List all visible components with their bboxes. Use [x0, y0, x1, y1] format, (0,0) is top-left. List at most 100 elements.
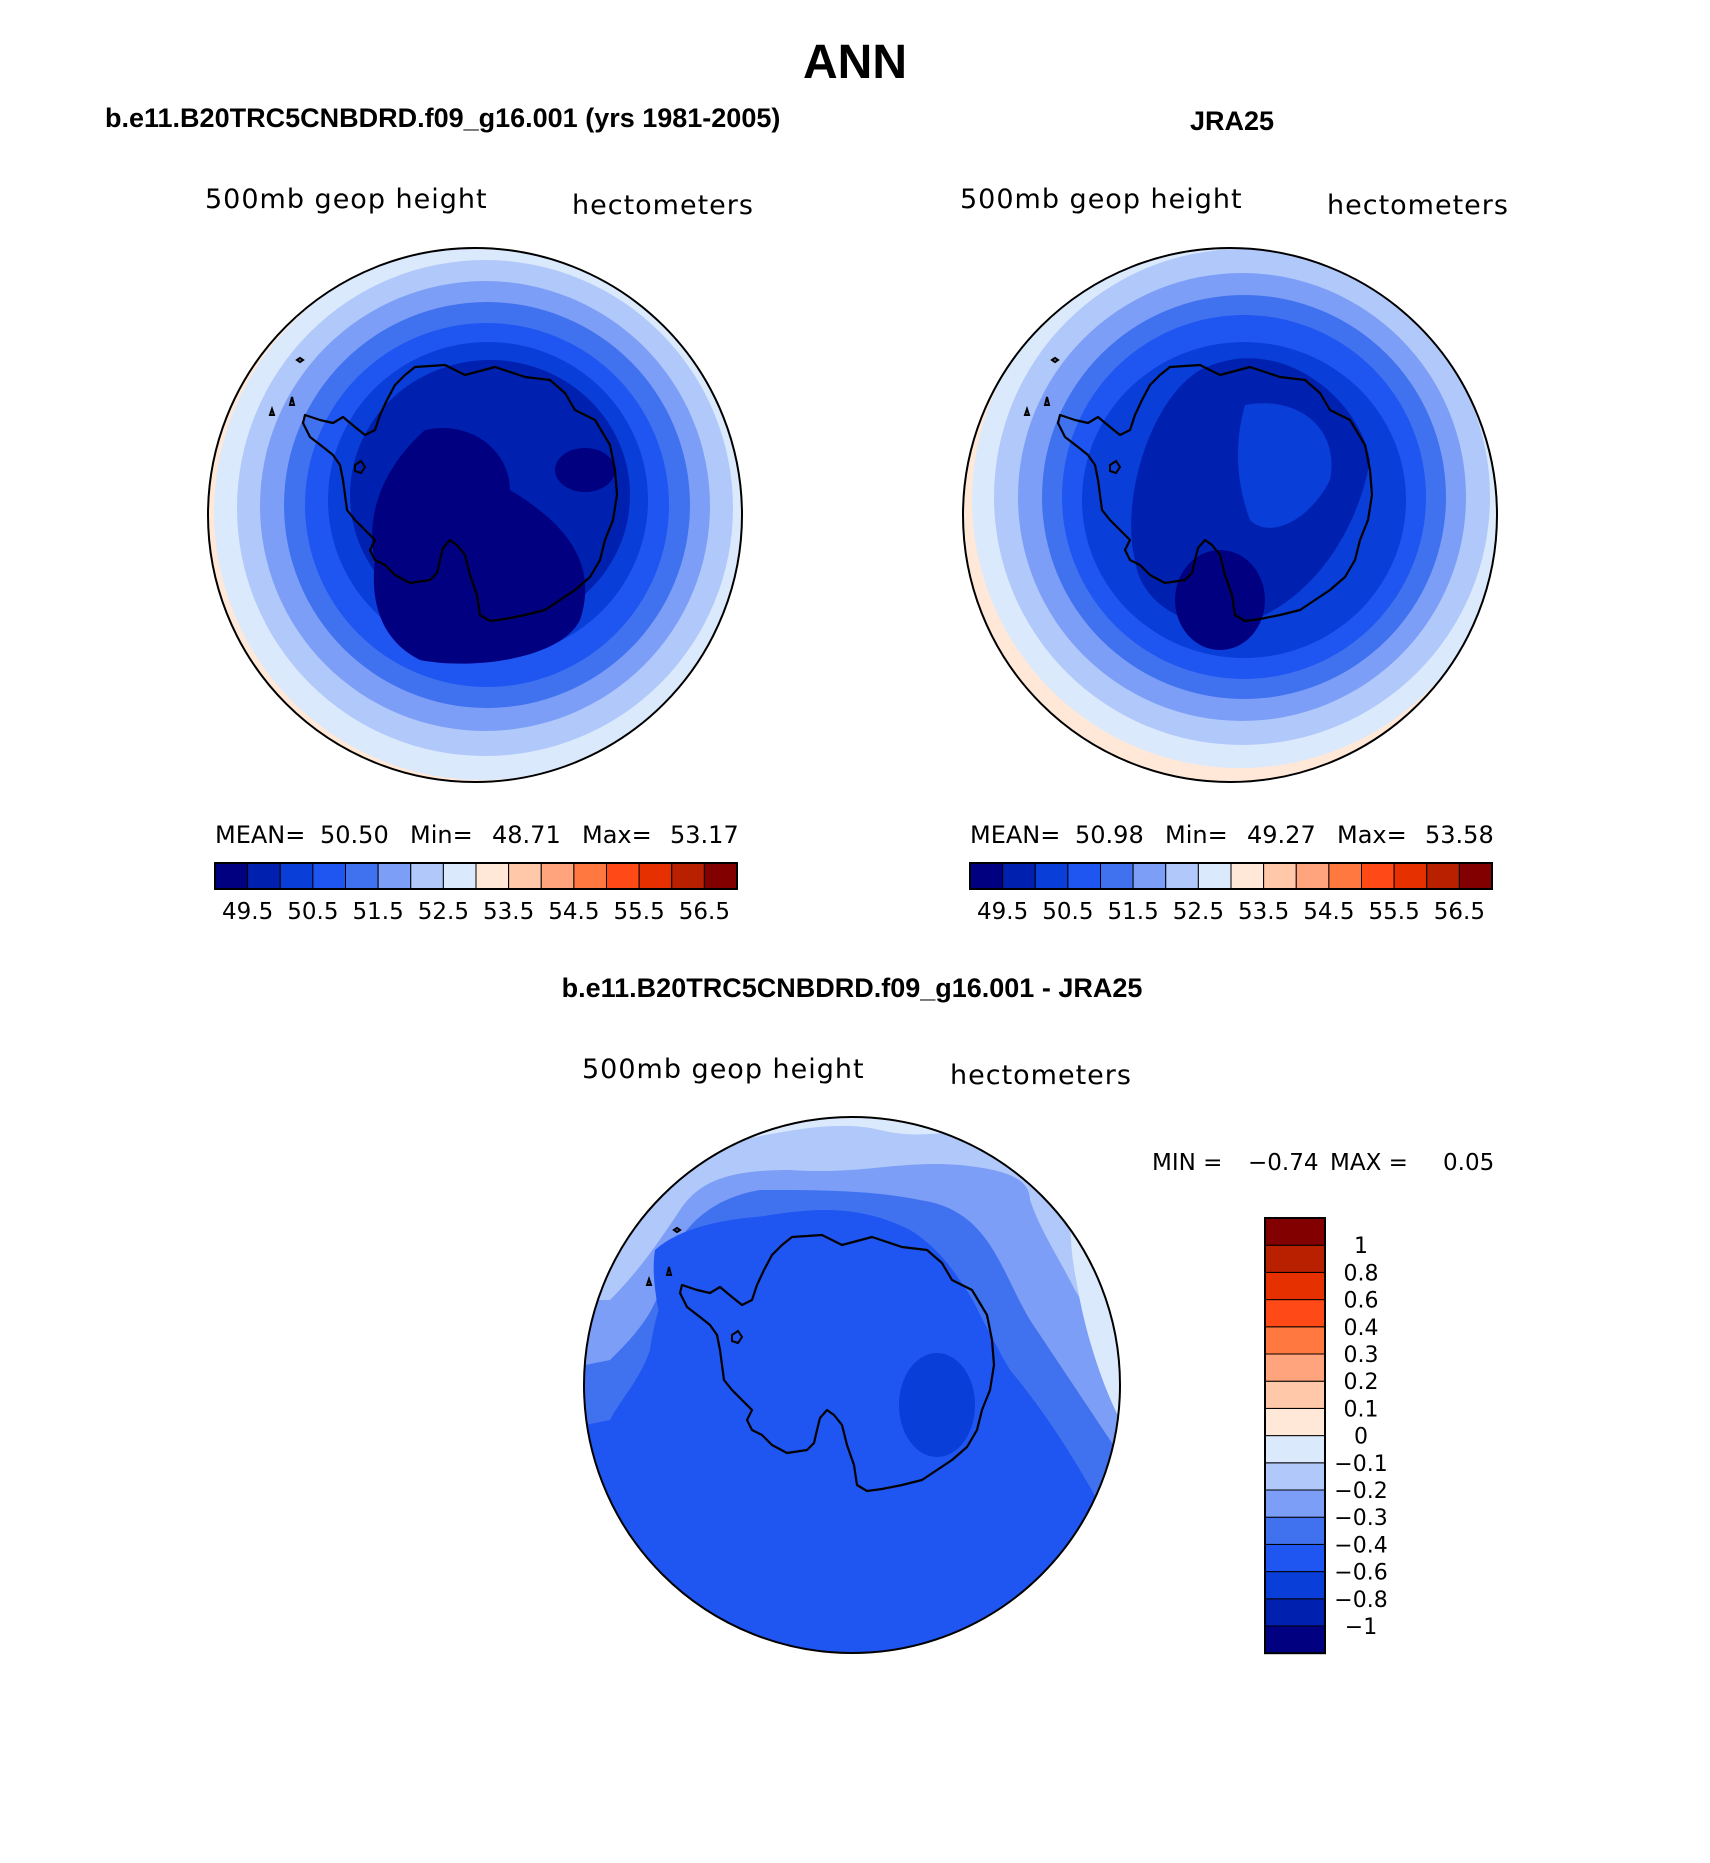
panel-observation: JRA25 500mb geop height hectometers MEAN…: [960, 106, 1509, 925]
colorbar-difference-tick-label: −0.8: [1334, 1588, 1387, 1613]
svg-text:MEAN=: MEAN=: [970, 821, 1060, 849]
colorbar-difference-tick-label: −0.3: [1334, 1506, 1387, 1531]
panel-difference-units: hectometers: [950, 1060, 1132, 1091]
colorbar-model-swatch: [312, 862, 346, 890]
panel-difference-field-label: 500mb geop height: [582, 1054, 865, 1085]
polar-map-observation: [963, 248, 1497, 782]
svg-text:49.27: 49.27: [1247, 821, 1316, 849]
colorbar-observation-tick-label: 56.5: [1434, 899, 1485, 925]
colorbar-difference-tick-label: 1: [1354, 1234, 1368, 1259]
colorbar-observation-tick-label: 53.5: [1238, 899, 1289, 925]
colorbar-observation-swatch: [1361, 862, 1395, 890]
colorbar-model-swatch: [214, 862, 249, 890]
colorbar-model-frame: [214, 862, 738, 890]
polar-map-difference-border: [583, 1116, 1121, 1654]
svg-text:MEAN=: MEAN=: [215, 821, 305, 849]
colorbar-observation-swatch: [1132, 862, 1167, 890]
colorbar-model-swatch: [377, 862, 412, 890]
colorbar-model-swatch: [475, 862, 510, 890]
colorbar-model-swatch: [442, 862, 477, 890]
colorbar-observation-swatch: [1067, 862, 1101, 890]
colorbar-difference: −1−0.8−0.6−0.4−0.3−0.2−0.100.10.20.30.40…: [1264, 1217, 1388, 1655]
colorbar-difference-tick-label: 0.3: [1344, 1343, 1379, 1368]
colorbar-model-swatch: [671, 862, 705, 890]
svg-text:0.05: 0.05: [1443, 1150, 1494, 1176]
panel-observation-header: JRA25: [1190, 106, 1274, 136]
colorbar-observation-swatch: [1458, 862, 1493, 890]
colorbar-observation-swatch: [969, 862, 1004, 890]
svg-text:Min=: Min=: [1165, 821, 1228, 849]
colorbar-model-swatch: [508, 862, 542, 890]
polar-map-observation-border: [962, 247, 1498, 783]
colorbar-difference-swatch: [1264, 1435, 1326, 1464]
svg-text:Max=: Max=: [582, 821, 652, 849]
colorbar-model-tick-label: 56.5: [679, 899, 730, 925]
colorbar-difference-tick-label: 0.4: [1344, 1316, 1379, 1341]
colorbar-observation-swatch: [1426, 862, 1460, 890]
colorbar-difference-frame: [1264, 1217, 1326, 1655]
colorbar-difference-swatch: [1264, 1353, 1326, 1382]
svg-text:50.98: 50.98: [1075, 821, 1144, 849]
panel-difference-header: b.e11.B20TRC5CNBDRD.f09_g16.001 - JRA25: [562, 973, 1143, 1003]
colorbar-difference-tick-label: 0.2: [1344, 1370, 1379, 1395]
colorbar-difference-tick-label: −0.4: [1334, 1533, 1387, 1558]
colorbar-model-swatch: [573, 862, 607, 890]
colorbar-difference-swatch: [1264, 1543, 1326, 1573]
colorbar-model-swatch: [703, 862, 738, 890]
panel-observation-units: hectometers: [1327, 190, 1509, 221]
svg-text:48.71: 48.71: [492, 821, 561, 849]
colorbar-model-swatch: [247, 862, 281, 890]
polar-map-model-border: [207, 247, 743, 783]
colorbar-observation-swatch: [1165, 862, 1199, 890]
colorbar-model-swatch: [606, 862, 640, 890]
colorbar-difference-swatch: [1264, 1244, 1326, 1273]
colorbar-model-tick-label: 49.5: [222, 899, 273, 925]
colorbar-model-swatch: [638, 862, 673, 890]
panel-observation-field-label: 500mb geop height: [960, 184, 1243, 215]
figure-title: ANN: [803, 36, 907, 89]
colorbar-difference-tick-label: −0.2: [1334, 1479, 1387, 1504]
colorbar-difference-swatch: [1264, 1516, 1326, 1545]
colorbar-observation: 49.5 50.5 51.5 52.5 53.5 54.5 55.5 56.5: [969, 862, 1493, 925]
stats-model: MEAN= 50.50 Min= 48.71 Max= 53.17: [215, 821, 739, 849]
colorbar-model-tick-label: 51.5: [353, 899, 404, 925]
colorbar-observation-tick-label: 55.5: [1369, 899, 1420, 925]
colorbar-observation-swatch: [1100, 862, 1134, 890]
colorbar-difference-tick-label: 0.8: [1344, 1261, 1379, 1286]
colorbar-difference-swatch: [1264, 1625, 1326, 1654]
colorbar-observation-swatch: [1295, 862, 1330, 890]
colorbar-observation-tick-label: 50.5: [1042, 899, 1093, 925]
colorbar-difference-tick-label: 0: [1354, 1425, 1368, 1450]
svg-text:MIN =: MIN =: [1152, 1150, 1222, 1176]
colorbar-model-swatch: [345, 862, 379, 890]
colorbar-observation-swatch: [1197, 862, 1232, 890]
svg-text:53.58: 53.58: [1425, 821, 1494, 849]
polar-map-difference: [584, 1117, 1120, 1653]
colorbar-observation-swatch: [1328, 862, 1362, 890]
colorbar-observation-tick-label: 52.5: [1173, 899, 1224, 925]
colorbar-model-swatch: [410, 862, 444, 890]
svg-text:50.50: 50.50: [320, 821, 389, 849]
stats-observation: MEAN= 50.98 Min= 49.27 Max= 53.58: [970, 821, 1494, 849]
panel-model-units: hectometers: [572, 190, 754, 221]
colorbar-observation-frame: [969, 862, 1493, 890]
colorbar-difference-swatch: [1264, 1271, 1326, 1301]
colorbar-difference-swatch: [1264, 1299, 1326, 1328]
colorbar-difference-swatch: [1264, 1326, 1326, 1355]
colorbar-observation-swatch: [1230, 862, 1265, 890]
svg-text:53.17: 53.17: [670, 821, 739, 849]
colorbar-observation-tick-label: 51.5: [1108, 899, 1159, 925]
colorbar-model-tick-label: 55.5: [614, 899, 665, 925]
svg-text:MAX =: MAX =: [1330, 1150, 1408, 1176]
colorbar-difference-swatch: [1264, 1407, 1326, 1437]
colorbar-difference-tick-label: −1: [1345, 1615, 1377, 1640]
stats-difference: MIN = −0.74 MAX = 0.05: [1152, 1150, 1494, 1176]
colorbar-difference-swatch: [1264, 1571, 1326, 1600]
colorbar-model-swatch: [540, 862, 575, 890]
colorbar-difference-swatch: [1264, 1380, 1326, 1409]
colorbar-difference-tick-label: 0.1: [1344, 1397, 1379, 1422]
colorbar-model-tick-label: 52.5: [418, 899, 469, 925]
colorbar-observation-swatch: [1263, 862, 1297, 890]
colorbar-difference-tick-label: −0.6: [1334, 1561, 1387, 1586]
colorbar-observation-swatch: [1393, 862, 1428, 890]
